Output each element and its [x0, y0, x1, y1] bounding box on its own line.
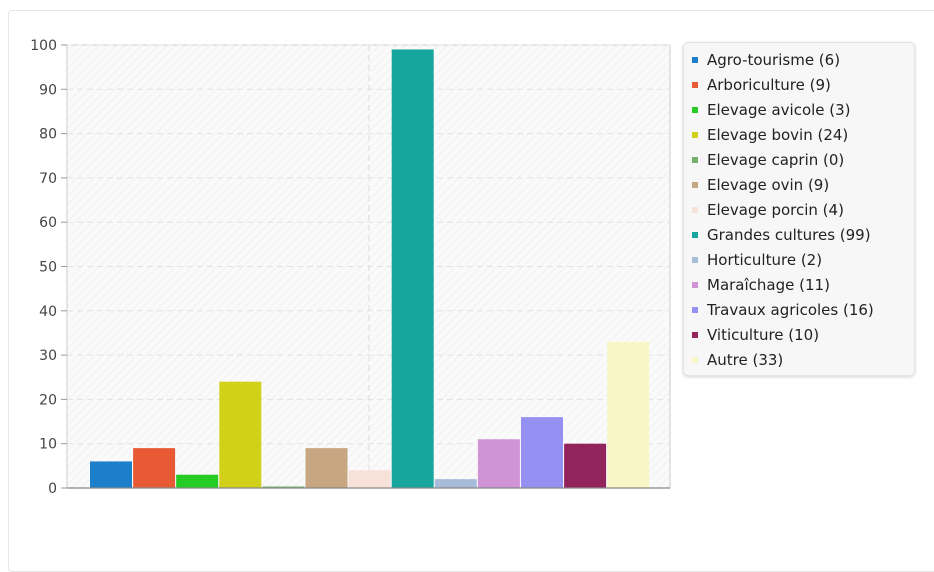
legend-label: Elevage bovin (24): [707, 126, 849, 144]
bars-group: [90, 49, 650, 489]
legend-swatch-icon: [692, 331, 698, 338]
legend-item[interactable]: Grandes cultures (99): [692, 223, 914, 248]
legend-item[interactable]: Agro-tourisme (6): [692, 48, 914, 73]
legend-swatch-icon: [692, 306, 698, 313]
y-tick-label: 100: [30, 38, 57, 54]
legend: Agro-tourisme (6) Arboriculture (9) Elevag…: [683, 42, 915, 376]
legend-label: Elevage ovin (9): [707, 176, 830, 194]
y-tick-label: 90: [39, 82, 57, 98]
legend-label: Grandes cultures (99): [707, 226, 871, 244]
legend-item[interactable]: Travaux agricoles (16): [692, 298, 914, 323]
legend-label: Elevage caprin (0): [707, 151, 845, 169]
legend-swatch-icon: [692, 56, 698, 63]
bar-chart: 0 10 20 30 40 50 60 70 80 90 100: [30, 38, 671, 497]
legend-swatch-icon: [692, 231, 698, 238]
bar-3[interactable]: [176, 474, 219, 488]
bar-7[interactable]: [348, 470, 391, 488]
bar-1[interactable]: [90, 461, 132, 488]
legend-item[interactable]: Arboriculture (9): [692, 73, 914, 98]
legend-item[interactable]: Maraîchage (11): [692, 273, 914, 298]
legend-label: Arboriculture (9): [707, 76, 831, 94]
bar-9[interactable]: [434, 479, 477, 488]
legend-label: Autre (33): [707, 351, 784, 369]
bar-8[interactable]: [391, 49, 434, 489]
bar-4[interactable]: [219, 381, 262, 488]
y-tick-label: 70: [39, 171, 57, 187]
legend-swatch-icon: [692, 181, 698, 188]
legend-label: Elevage avicole (3): [707, 101, 851, 119]
y-tick-label: 80: [39, 127, 57, 143]
legend-item[interactable]: Horticulture (2): [692, 248, 914, 273]
bar-10[interactable]: [477, 439, 520, 488]
legend-swatch-icon: [692, 356, 698, 363]
legend-item[interactable]: Elevage caprin (0): [692, 148, 914, 173]
legend-item[interactable]: Elevage ovin (9): [692, 173, 914, 198]
legend-swatch-icon: [692, 256, 698, 263]
legend-item[interactable]: Viticulture (10): [692, 323, 914, 348]
bar-5[interactable]: [262, 486, 305, 489]
bar-13[interactable]: [607, 341, 650, 488]
legend-swatch-icon: [692, 281, 698, 288]
bar-11[interactable]: [521, 417, 563, 488]
y-tick-label: 60: [39, 215, 57, 231]
legend-item[interactable]: Elevage bovin (24): [692, 123, 914, 148]
y-axis-ticks: 0 10 20 30 40 50 60 70 80 90 100: [30, 38, 67, 497]
legend-label: Travaux agricoles (16): [707, 301, 874, 319]
y-tick-label: 0: [48, 481, 57, 497]
legend-label: Horticulture (2): [707, 251, 823, 269]
bar-6[interactable]: [305, 448, 348, 488]
y-tick-label: 10: [39, 437, 57, 453]
bar-12[interactable]: [564, 443, 607, 488]
y-tick-label: 50: [39, 260, 57, 276]
y-tick-label: 30: [39, 348, 57, 364]
y-tick-label: 40: [39, 304, 57, 320]
legend-swatch-icon: [692, 131, 698, 138]
legend-item[interactable]: Elevage avicole (3): [692, 98, 914, 123]
legend-swatch-icon: [692, 206, 698, 213]
legend-label: Viticulture (10): [707, 326, 820, 344]
legend-label: Maraîchage (11): [707, 276, 830, 294]
legend-label: Elevage porcin (4): [707, 201, 844, 219]
legend-item[interactable]: Autre (33): [692, 348, 914, 373]
legend-label: Agro-tourisme (6): [707, 51, 841, 69]
bar-2[interactable]: [133, 448, 176, 488]
legend-item[interactable]: Elevage porcin (4): [692, 198, 914, 223]
y-tick-label: 20: [39, 392, 57, 408]
legend-swatch-icon: [692, 156, 698, 163]
legend-swatch-icon: [692, 81, 698, 88]
legend-swatch-icon: [692, 106, 698, 113]
